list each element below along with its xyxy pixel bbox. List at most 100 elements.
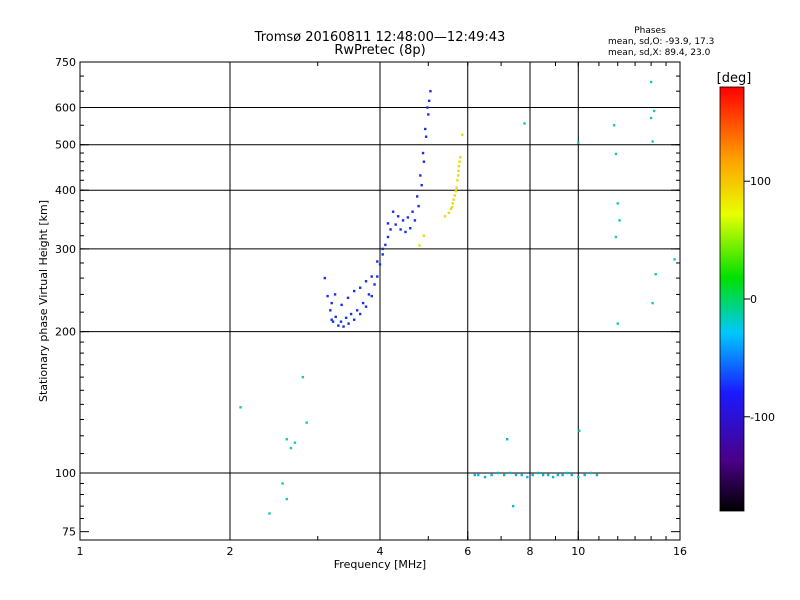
- data-point: [616, 202, 619, 205]
- data-point: [612, 124, 616, 127]
- data-point: [443, 215, 447, 218]
- x-tick-label: 1: [77, 545, 84, 558]
- colorbar-tick-label: -100: [750, 411, 775, 424]
- data-point: [616, 322, 619, 325]
- x-tick-label: 4: [377, 545, 384, 558]
- data-point: [337, 324, 340, 327]
- y-tick-label: 75: [62, 526, 76, 539]
- data-point: [355, 309, 359, 312]
- data-point: [565, 471, 569, 475]
- data-point: [526, 475, 529, 479]
- data-point: [496, 471, 500, 475]
- data-point: [673, 258, 676, 261]
- x-axis-ticks: 1 2 4 6 8 10 16: [77, 62, 687, 558]
- data-point: [413, 219, 417, 222]
- data-point: [358, 286, 362, 289]
- data-point: [364, 280, 368, 283]
- data-point: [561, 473, 564, 477]
- x-tick-label: 6: [464, 545, 471, 558]
- colorbar-tick-label: 0: [750, 293, 757, 306]
- data-point: [340, 303, 343, 307]
- data-point: [651, 140, 654, 143]
- data-point: [401, 219, 405, 222]
- data-point: [649, 80, 653, 84]
- data-point: [239, 406, 242, 409]
- data-point: [346, 296, 350, 300]
- phase-info-o: mean, sd,O: -93.9, 17.3: [608, 37, 714, 47]
- data-point: [456, 174, 460, 177]
- data-point: [396, 215, 400, 218]
- data-point: [570, 473, 573, 477]
- data-point: [420, 183, 423, 187]
- chart-subtitle: RwPretec (8p): [334, 43, 425, 58]
- x-axis-label: Frequency [MHz]: [334, 558, 426, 571]
- data-point: [419, 174, 422, 177]
- data-point: [589, 471, 593, 475]
- data-point: [389, 228, 392, 231]
- data-point: [473, 473, 477, 477]
- data-point: [453, 194, 456, 197]
- data-point: [358, 312, 362, 316]
- data-point: [326, 294, 329, 298]
- phase-info-heading: Phases: [634, 26, 666, 36]
- data-point: [364, 305, 368, 308]
- data-point: [289, 446, 293, 450]
- data-point: [361, 301, 365, 305]
- data-point: [536, 471, 540, 475]
- data-point: [595, 473, 599, 477]
- y-tick-label: 500: [55, 139, 76, 152]
- data-point: [523, 122, 526, 125]
- data-point: [352, 318, 356, 321]
- data-point: [331, 320, 335, 323]
- data-point: [376, 275, 379, 278]
- y-tick-label: 100: [55, 467, 76, 480]
- data-point: [508, 471, 512, 475]
- data-point: [520, 473, 523, 477]
- data-point: [461, 133, 464, 136]
- y-tick-label: 300: [55, 243, 76, 256]
- data-point: [514, 473, 518, 477]
- data-point: [342, 325, 345, 328]
- data-point: [330, 318, 333, 321]
- data-point: [424, 135, 428, 138]
- y-axis-label: Stationary phase Virtual Height [km]: [37, 200, 50, 402]
- data-point: [415, 195, 419, 198]
- data-point: [422, 234, 426, 237]
- data-point: [447, 211, 451, 215]
- data-point: [268, 512, 271, 515]
- data-points: [239, 80, 676, 515]
- data-point: [490, 473, 493, 477]
- data-point: [373, 283, 376, 286]
- data-point: [505, 438, 509, 441]
- data-point: [426, 106, 429, 109]
- y-tick-label: 750: [55, 56, 76, 69]
- colorbar-ticks: 100 0 -100: [744, 175, 775, 424]
- y-axis-ticks: 75 100 200 300 400 500 600 750: [55, 56, 680, 539]
- data-point: [399, 228, 402, 231]
- data-point: [418, 244, 421, 247]
- data-point: [409, 227, 412, 230]
- colorbar: [719, 86, 745, 512]
- data-point: [394, 223, 397, 226]
- colorbar-tick-label: 100: [750, 175, 771, 188]
- data-point: [427, 99, 431, 103]
- data-point: [367, 293, 371, 296]
- data-point: [406, 216, 410, 219]
- data-point: [281, 482, 284, 485]
- data-point: [451, 202, 455, 205]
- data-point: [391, 210, 395, 213]
- x-tick-label: 16: [673, 545, 687, 558]
- data-point: [654, 273, 657, 276]
- data-point: [456, 179, 459, 182]
- data-point: [285, 497, 288, 501]
- data-point: [333, 293, 337, 296]
- data-point: [546, 473, 550, 477]
- data-point: [551, 475, 555, 479]
- data-point: [352, 289, 356, 293]
- data-point: [411, 210, 414, 213]
- data-point: [457, 164, 461, 168]
- data-point: [330, 301, 333, 305]
- data-point: [556, 473, 560, 477]
- y-tick-label: 200: [55, 326, 76, 339]
- x-tick-label: 10: [571, 545, 585, 558]
